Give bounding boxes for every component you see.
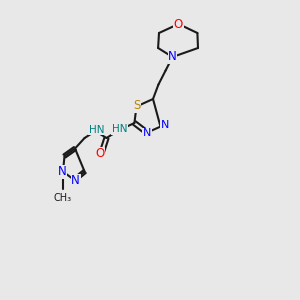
- Text: N: N: [168, 50, 177, 64]
- Text: CH₃: CH₃: [54, 193, 72, 202]
- Text: HN: HN: [88, 125, 104, 135]
- Text: N: N: [161, 120, 169, 130]
- Text: HN: HN: [112, 124, 127, 134]
- Text: S: S: [134, 99, 141, 112]
- Text: O: O: [95, 147, 104, 160]
- Text: N: N: [71, 174, 80, 188]
- Text: N: N: [143, 128, 151, 139]
- Text: N: N: [57, 165, 66, 178]
- Text: O: O: [174, 17, 183, 31]
